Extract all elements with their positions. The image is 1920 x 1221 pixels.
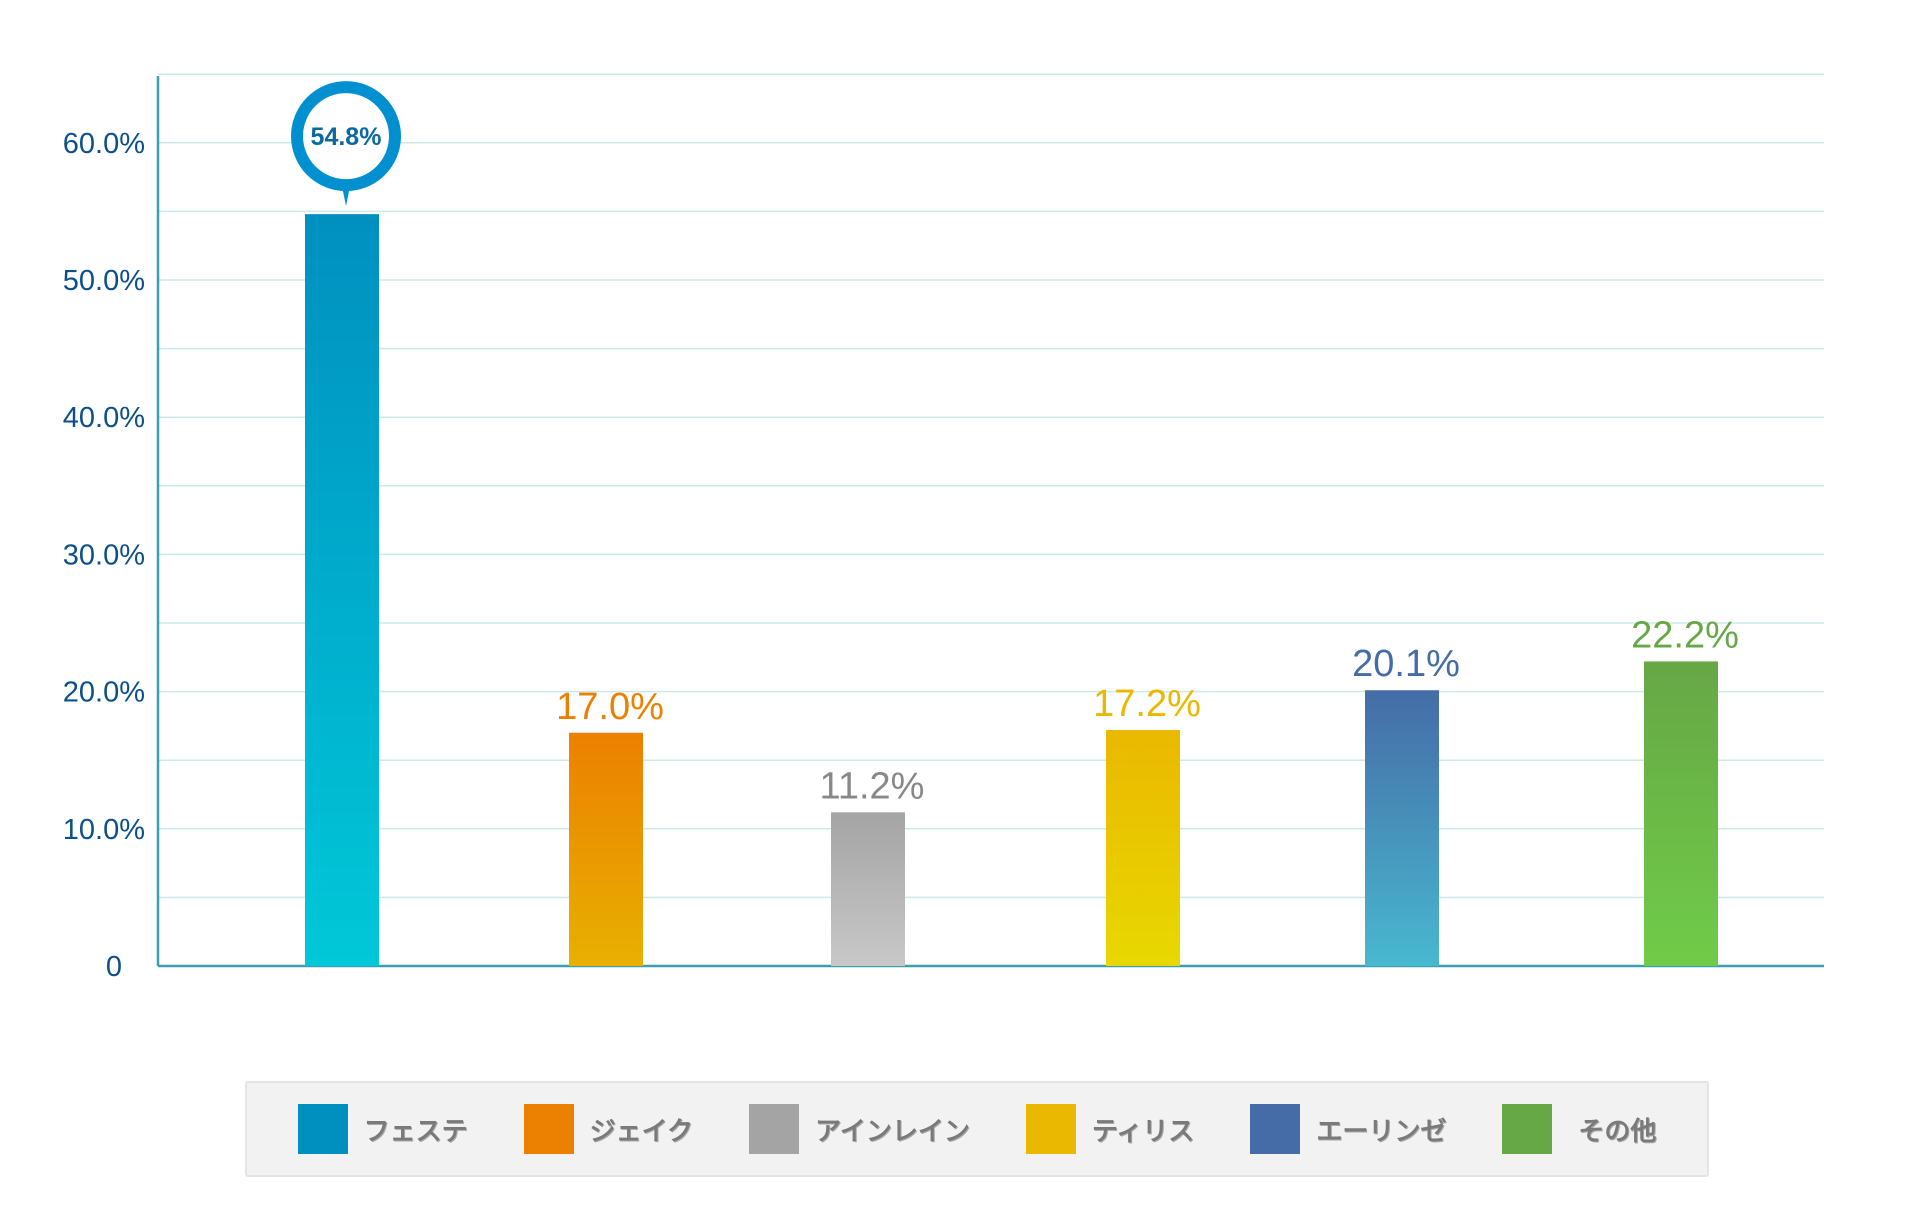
y-tick-label: 40.0%: [63, 402, 145, 434]
y-tick-label: 30.0%: [63, 539, 145, 571]
legend-item: エーリンゼ: [1250, 1104, 1446, 1154]
data-label: 17.0%: [556, 686, 664, 728]
data-label: 54.8%: [311, 123, 382, 151]
data-label: 20.1%: [1352, 643, 1460, 685]
callout-circle: [291, 81, 401, 192]
legend-label: その他: [1578, 1116, 1657, 1147]
legend-label: フェステ: [363, 1116, 468, 1147]
bar: [569, 732, 643, 966]
legend-label: アインレイン: [815, 1116, 970, 1147]
legend-swatch: [1025, 1104, 1076, 1154]
legend: フェステ ジェイク アインレイン ティリス エーリンゼ その他: [245, 1081, 1709, 1177]
legend-item: アインレイン: [749, 1104, 970, 1154]
legend-swatch: [749, 1104, 800, 1154]
legend-label: ティリス: [1091, 1116, 1195, 1147]
y-tick-label: 10.0%: [63, 814, 145, 846]
y-tick-label: 20.0%: [63, 677, 145, 709]
legend-item: その他: [1502, 1104, 1656, 1154]
y-tick-label: 50.0%: [63, 265, 145, 297]
data-label: 22.2%: [1631, 614, 1739, 656]
data-label: 11.2%: [820, 765, 925, 807]
y-tick-label: 60.0%: [63, 128, 145, 160]
legend-swatch: [1502, 1104, 1553, 1154]
y-tick-label: 0: [106, 951, 122, 983]
bar: [1106, 730, 1180, 966]
legend-item: ティリス: [1025, 1104, 1195, 1154]
bar-chart: 0 10.0% 20.0% 30.0% 40.0% 50.0% 60.0% 54.8% 17.0…: [63, 73, 1824, 983]
data-label: 17.2%: [1093, 683, 1201, 725]
legend-swatch: [297, 1104, 348, 1154]
bar: [1644, 661, 1718, 966]
legend-swatch: [1250, 1104, 1301, 1154]
bar: [831, 812, 905, 966]
legend-label: エーリンゼ: [1316, 1116, 1447, 1147]
legend-item: ジェイク: [523, 1104, 694, 1154]
legend-label: ジェイク: [589, 1116, 694, 1147]
legend-swatch: [523, 1104, 574, 1154]
bar: [1365, 690, 1439, 966]
bar: [305, 214, 379, 967]
legend-item: フェステ: [297, 1104, 468, 1154]
